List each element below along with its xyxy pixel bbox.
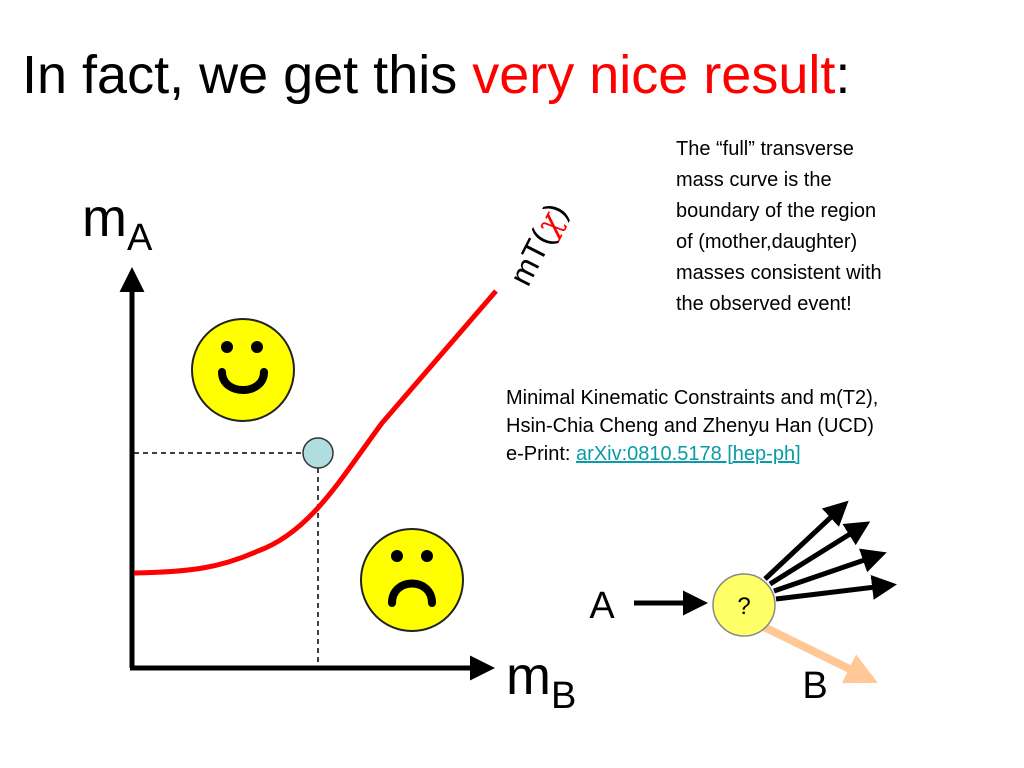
mt-curve — [133, 289, 498, 576]
invisible-daughter-arrow — [758, 621, 878, 684]
mother-label: A — [589, 585, 615, 627]
visible-arrow — [763, 500, 849, 581]
note-line: boundary of the region — [676, 200, 877, 222]
reference-authors: Hsin-Chia Cheng and Zhenyu Han (UCD) — [506, 415, 874, 437]
x-axis-label: mB — [506, 646, 576, 717]
sad-face-icon — [360, 528, 464, 632]
arxiv-link[interactable]: arXiv:0810.5178 [hep-ph] — [576, 443, 801, 465]
unknown-decay-label: ? — [737, 593, 750, 620]
title-prefix: In fact, we get this — [22, 45, 473, 105]
reference-title: Minimal Kinematic Constraints and m(T2), — [506, 387, 879, 409]
reference-eprint: e-Print: arXiv:0810.5178 [hep-ph] — [506, 440, 878, 468]
visible-arrow — [775, 574, 897, 602]
title-highlight: very nice result — [472, 45, 836, 105]
y-axis-label: mA — [82, 188, 153, 259]
event-point — [302, 437, 334, 469]
decay-diagram: ? A B — [589, 500, 897, 707]
note-line: mass curve is the — [676, 169, 832, 191]
note-line: the observed event! — [676, 293, 852, 315]
eprint-prefix: e-Print: — [506, 443, 577, 465]
reference-citation: Minimal Kinematic Constraints and m(T2),… — [506, 384, 878, 468]
note-line: of (mother,daughter) — [676, 231, 858, 253]
mt-curve-label: mT(χ) — [501, 197, 574, 292]
happy-face-icon — [191, 318, 295, 422]
visible-arrow — [773, 548, 887, 594]
visible-arrow — [768, 521, 871, 587]
explanation-note: The “full” transverse mass curve is the … — [676, 134, 966, 320]
title-suffix: : — [835, 45, 851, 105]
daughter-label: B — [802, 665, 827, 707]
note-line: masses consistent with — [676, 262, 882, 284]
slide-title: In fact, we get this very nice result: — [22, 40, 850, 110]
note-line: The “full” transverse — [676, 138, 854, 160]
unknown-decay-node — [712, 573, 776, 637]
